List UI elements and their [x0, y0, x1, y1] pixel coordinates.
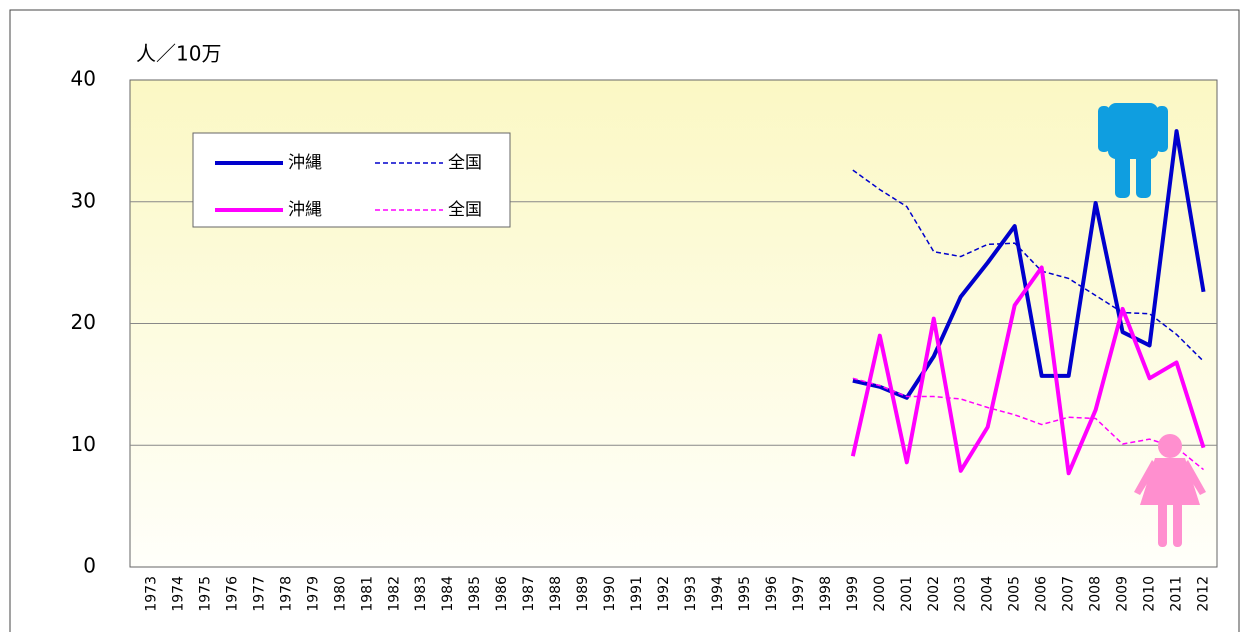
legend-label: 全国 — [448, 153, 482, 173]
frame — [9, 9, 1240, 632]
line — [850, 265, 1206, 476]
x-tick-label: 1975 — [197, 576, 213, 612]
x-tick-label: 1986 — [494, 576, 510, 612]
x-tick-label: 1992 — [656, 576, 672, 612]
x-tick-label: 1984 — [440, 576, 456, 612]
x-tick-label: 2010 — [1142, 576, 1158, 612]
x-tick-label: 1989 — [575, 576, 591, 612]
legend-label: 沖縄 — [288, 200, 322, 220]
x-tick-label: 1994 — [710, 576, 726, 612]
y-tick-label: 20 — [71, 310, 96, 334]
x-tick-label: 1981 — [359, 576, 375, 612]
x-tick-label: 1982 — [386, 576, 402, 612]
x-tick-label: 1979 — [305, 576, 321, 612]
x-tick-label: 1995 — [737, 576, 753, 612]
x-tick-label: 2004 — [980, 576, 996, 612]
x-tick-label: 2008 — [1088, 576, 1104, 612]
x-tick-label: 1999 — [845, 576, 861, 612]
x-tick-label: 1980 — [332, 576, 348, 612]
x-tick-label: 2003 — [953, 576, 969, 612]
x-tick-label: 2001 — [899, 576, 915, 612]
x-tick-label: 1998 — [818, 576, 834, 612]
x-tick-label: 1985 — [467, 576, 483, 612]
x-tick-label: 2012 — [1196, 576, 1212, 612]
x-tick-label: 1973 — [143, 576, 159, 612]
x-tick-label: 1987 — [521, 576, 537, 612]
y-tick-label: 30 — [71, 188, 96, 212]
x-tick-label: 1990 — [602, 576, 618, 612]
male-icon — [1098, 103, 1168, 198]
female-icon — [1134, 434, 1206, 547]
y-tick-label: 0 — [83, 554, 96, 578]
x-tick-label: 1988 — [548, 576, 564, 612]
x-tick-label: 2002 — [926, 576, 942, 612]
x-tick-label: 2007 — [1061, 576, 1077, 612]
x-tick-label: 1997 — [791, 576, 807, 612]
x-tick-label: 2005 — [1007, 576, 1023, 612]
x-tick-label: 1976 — [224, 576, 240, 612]
line — [852, 129, 1206, 400]
y-axis-label: 人／10万 — [136, 42, 221, 66]
y-tick-label: 40 — [71, 67, 96, 91]
x-tick-label: 2000 — [872, 576, 888, 612]
line — [852, 169, 1205, 362]
x-tick-label: 1978 — [278, 576, 294, 612]
x-tick-label: 1983 — [413, 576, 429, 612]
y-tick-label: 10 — [71, 432, 96, 456]
x-tick-label: 2009 — [1115, 576, 1131, 612]
x-tick-label: 2011 — [1169, 576, 1185, 612]
x-tick-label: 2006 — [1034, 576, 1050, 612]
x-tick-label: 1996 — [764, 576, 780, 612]
x-tick-label: 1991 — [629, 576, 645, 612]
x-tick-label: 1993 — [683, 576, 699, 612]
x-tick-label: 1974 — [170, 576, 186, 612]
legend-label: 全国 — [448, 200, 482, 220]
x-tick-label: 1977 — [251, 576, 267, 612]
legend-label: 沖縄 — [288, 153, 322, 173]
